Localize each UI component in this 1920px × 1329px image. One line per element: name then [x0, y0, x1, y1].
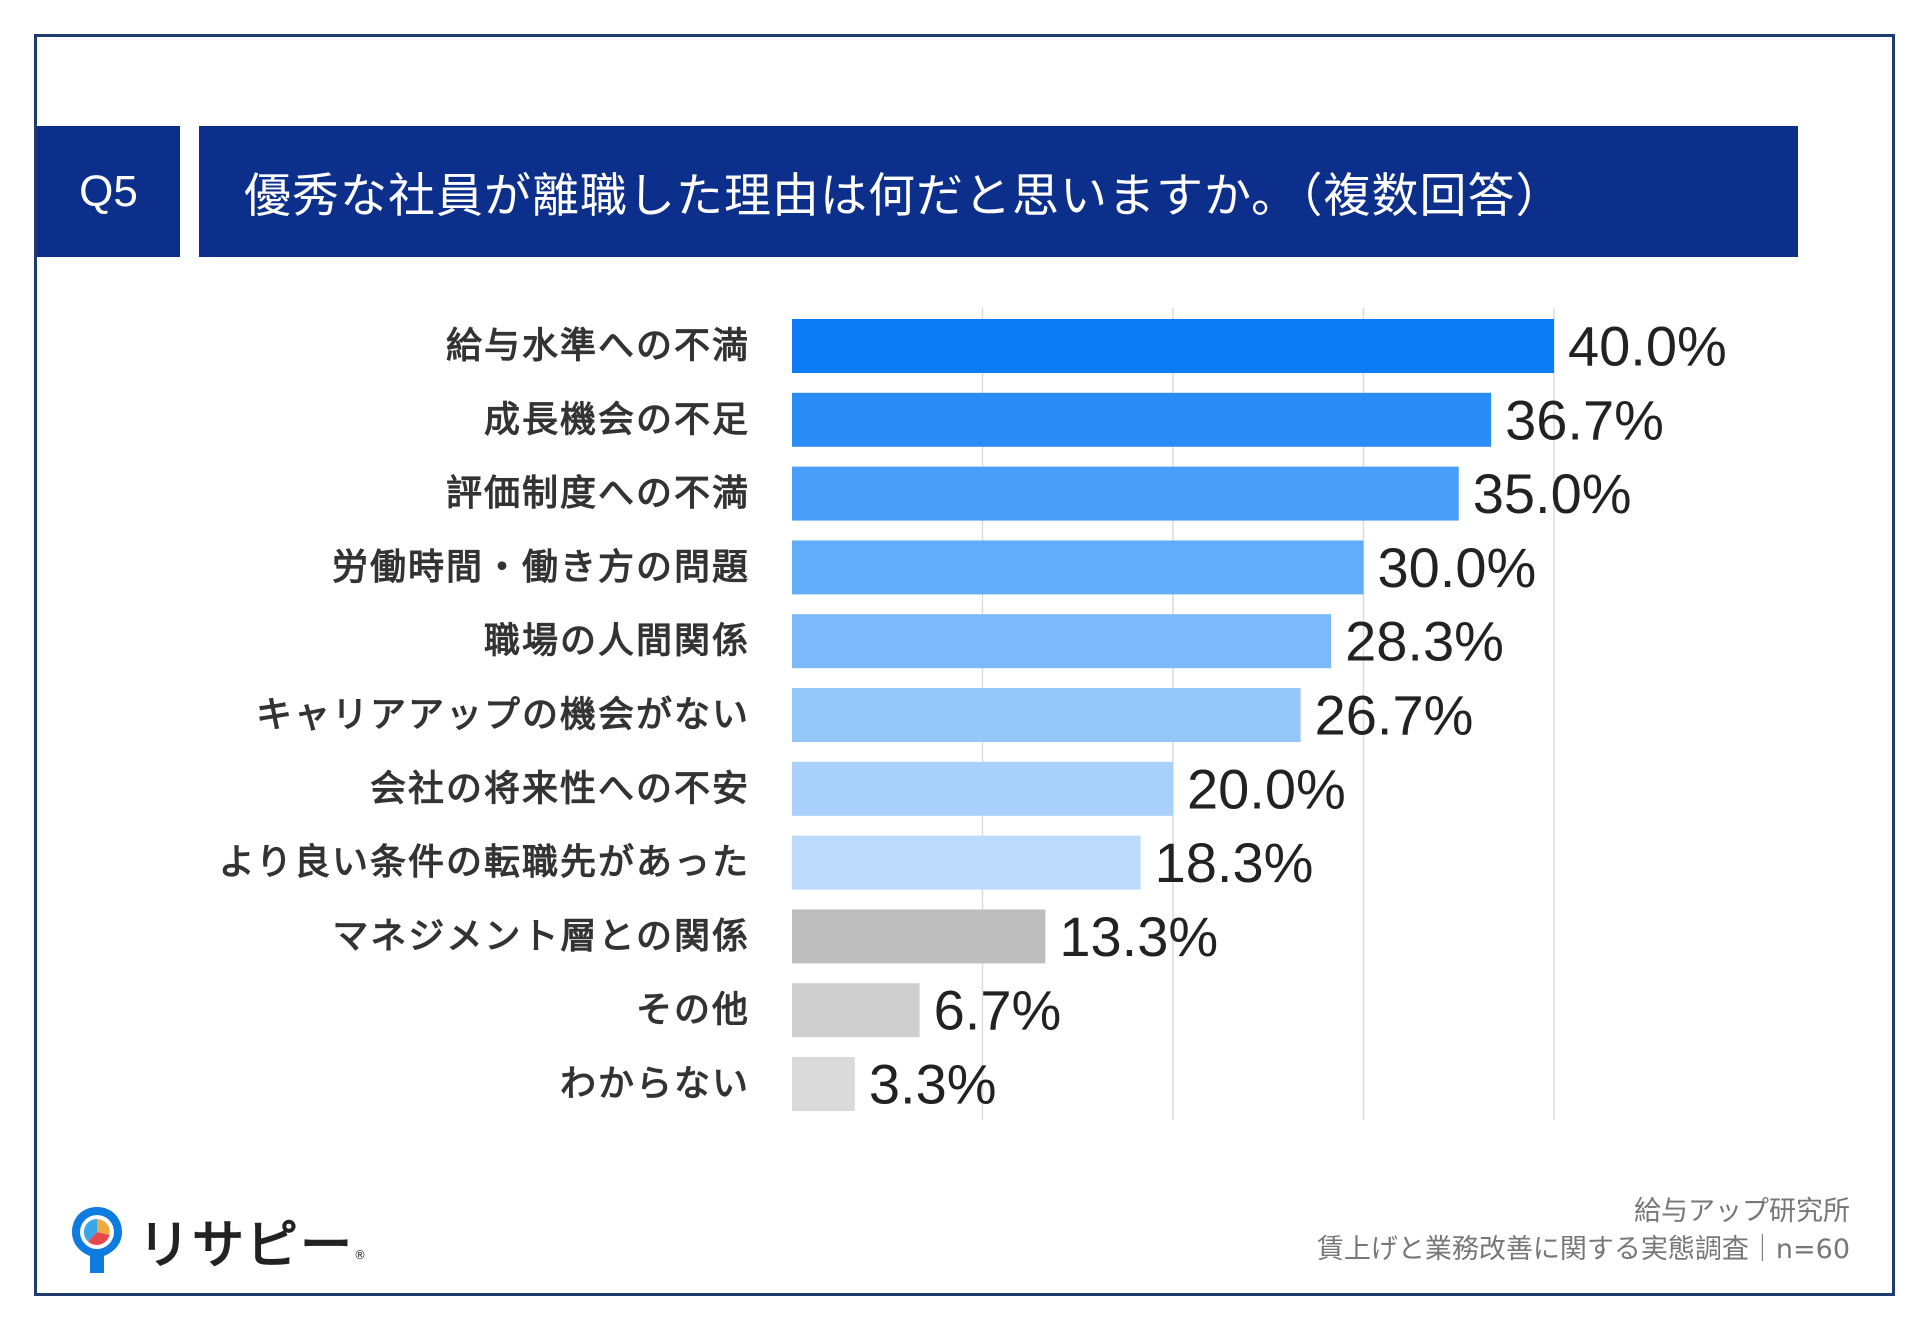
category-label: 会社の将来性への不安 — [370, 768, 750, 809]
bar — [792, 1057, 855, 1111]
category-label: キャリアアップの機会がない — [256, 695, 750, 736]
data-label: 35.0% — [1473, 462, 1632, 525]
bar — [792, 983, 920, 1038]
bar — [792, 466, 1459, 521]
question-title: 優秀な社員が離職した理由は何だと思いますか。（複数回答） — [199, 126, 1798, 257]
data-label: 13.3% — [1059, 905, 1218, 968]
bar — [792, 688, 1301, 742]
bar — [792, 614, 1332, 669]
question-number-badge: Q5 — [37, 126, 180, 257]
data-label: 30.0% — [1378, 536, 1537, 599]
data-label: 40.0% — [1568, 315, 1727, 378]
data-label: 20.0% — [1187, 757, 1346, 820]
pin-pie-icon — [72, 1207, 122, 1273]
category-label: 労働時間・働き方の問題 — [332, 547, 750, 588]
data-label: 36.7% — [1505, 388, 1664, 451]
bar — [792, 835, 1141, 890]
data-label: 28.3% — [1345, 610, 1504, 673]
bar — [792, 392, 1492, 447]
data-label: 6.7% — [934, 979, 1062, 1042]
category-label: 職場の人間関係 — [484, 621, 750, 662]
category-label: その他 — [636, 990, 750, 1031]
category-label: マネジメント層との関係 — [332, 916, 750, 957]
data-label: 26.7% — [1315, 684, 1474, 747]
bar — [792, 909, 1046, 964]
bar — [792, 319, 1554, 373]
category-label: 成長機会の不足 — [484, 399, 750, 440]
bar — [792, 761, 1173, 816]
source-note: 給与アップ研究所 賃上げと業務改善に関する実態調査｜n=60 — [1317, 1193, 1850, 1269]
category-label: 給与水準への不満 — [446, 326, 750, 367]
category-label: より良い条件の転職先があった — [219, 842, 750, 883]
risapy-logo: リサピー ® — [68, 1204, 366, 1276]
data-label: 18.3% — [1155, 831, 1314, 894]
category-label: わからない — [560, 1064, 750, 1105]
chart-frame: Q5 優秀な社員が離職した理由は何だと思いますか。（複数回答） — [34, 34, 1895, 1296]
bar — [792, 540, 1364, 595]
category-label: 評価制度への不満 — [446, 473, 750, 514]
data-label: 3.3% — [869, 1053, 997, 1116]
source-line-1: 給与アップ研究所 — [1634, 1196, 1850, 1227]
registered-mark: ® — [354, 1248, 367, 1262]
logo-text: リサピー — [138, 1215, 355, 1276]
source-line-2: 賃上げと業務改善に関する実態調査｜n=60 — [1316, 1234, 1850, 1265]
